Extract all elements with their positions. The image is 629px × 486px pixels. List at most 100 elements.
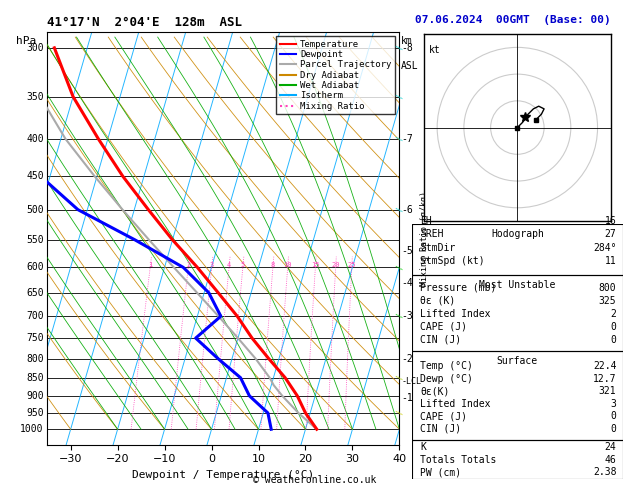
Text: 12.7: 12.7 [593,374,616,384]
Text: -2: -2 [401,353,413,364]
Text: 700: 700 [26,311,43,321]
Text: Pressure (mb): Pressure (mb) [420,387,502,397]
Text: Most Unstable: Most Unstable [479,279,555,290]
Text: © weatheronline.co.uk: © weatheronline.co.uk [253,474,376,485]
Text: 46: 46 [604,454,616,465]
Text: θε(K): θε(K) [420,321,452,330]
Text: 321: 321 [599,386,616,396]
Text: 800: 800 [26,353,43,364]
Text: 3: 3 [210,262,214,268]
Text: 450: 450 [26,171,43,181]
Text: CIN (J): CIN (J) [420,364,464,374]
Text: 325: 325 [599,295,616,306]
Text: 650: 650 [26,288,43,298]
Text: CIN (J): CIN (J) [420,335,462,345]
Text: -7: -7 [401,134,413,144]
Text: 600: 600 [26,262,43,273]
Text: 300: 300 [26,43,43,53]
Text: 27: 27 [604,229,616,240]
Text: 46: 46 [602,249,615,259]
Text: K: K [420,442,426,452]
Text: -LCL: -LCL [401,377,421,386]
Text: hPa: hPa [16,36,36,46]
Text: km: km [401,36,413,46]
Text: CAPE (J): CAPE (J) [420,322,467,331]
Text: PW (cm): PW (cm) [420,263,464,274]
Text: 24: 24 [604,442,616,452]
Text: 2: 2 [186,262,191,268]
Text: Surface: Surface [496,276,539,286]
Text: \: \ [395,312,404,320]
Text: EH: EH [420,216,432,226]
Text: 325: 325 [596,401,615,411]
Text: 800: 800 [599,282,616,293]
Text: Totals Totals: Totals Totals [420,454,497,465]
X-axis label: Dewpoint / Temperature (°C): Dewpoint / Temperature (°C) [132,470,314,480]
Text: 2: 2 [608,416,615,426]
Text: 800: 800 [596,387,615,397]
Text: 500: 500 [26,205,43,215]
Text: θε (K): θε (K) [420,401,458,411]
Text: Lifted Index: Lifted Index [420,416,496,426]
Text: 850: 850 [26,373,43,383]
Text: CIN (J): CIN (J) [420,424,462,434]
Text: CAPE (J): CAPE (J) [420,411,467,421]
Text: 1: 1 [148,262,153,268]
Text: Lifted Index: Lifted Index [420,309,491,319]
Text: Temp (°C): Temp (°C) [420,292,477,301]
Text: Lifted Index: Lifted Index [420,399,491,409]
Text: -6: -6 [401,205,413,215]
Text: 07.06.2024  00GMT  (Base: 00): 07.06.2024 00GMT (Base: 00) [415,15,611,25]
Text: 0: 0 [608,351,615,361]
Text: Dewp (°C): Dewp (°C) [420,374,473,384]
Text: θε (K): θε (K) [420,295,455,306]
Text: 0: 0 [611,322,616,331]
Text: 0: 0 [611,411,616,421]
Text: 350: 350 [26,92,43,102]
Text: 20: 20 [331,262,340,268]
Text: 2.38: 2.38 [589,263,615,274]
Text: Hodograph: Hodograph [491,228,544,239]
Text: -3: -3 [401,311,413,321]
Text: 16: 16 [604,216,616,226]
Text: CIN (J): CIN (J) [420,445,464,455]
Text: \: \ [395,409,404,417]
Text: 24: 24 [602,234,615,244]
Text: StmSpd (kt): StmSpd (kt) [420,256,485,266]
Text: 1000: 1000 [20,424,43,434]
Text: 12.7: 12.7 [589,306,615,316]
Text: Totals Totals: Totals Totals [420,249,502,259]
Text: 0: 0 [608,445,615,455]
Text: \: \ [395,92,404,101]
Text: 10: 10 [284,262,292,268]
Text: 0: 0 [608,364,615,374]
Text: 22.4: 22.4 [589,292,615,301]
Text: 0: 0 [611,335,616,345]
Text: 15: 15 [311,262,320,268]
Text: 900: 900 [26,391,43,401]
Text: 3: 3 [611,399,616,409]
Text: 550: 550 [26,235,43,245]
Text: StmDir: StmDir [420,243,455,253]
Text: 5: 5 [241,262,245,268]
Text: 0: 0 [608,431,615,440]
Text: Temp (°C): Temp (°C) [420,361,473,371]
Text: 750: 750 [26,333,43,343]
Text: Lifted Index: Lifted Index [420,336,496,346]
Text: \: \ [395,135,404,143]
Text: 11: 11 [604,256,616,266]
Text: 8: 8 [271,262,276,268]
Text: 321: 321 [596,321,615,330]
Text: -5: -5 [401,246,413,256]
Text: SREH: SREH [420,229,444,240]
Text: 400: 400 [26,134,43,144]
Text: CAPE (J): CAPE (J) [420,351,470,361]
Text: -8: -8 [401,43,413,53]
Text: Dewp (°C): Dewp (°C) [420,306,477,316]
Text: 284°: 284° [593,243,616,253]
Text: -1: -1 [401,393,413,402]
Text: 2.38: 2.38 [593,467,616,477]
Text: 950: 950 [26,408,43,418]
Text: θε(K): θε(K) [420,386,450,396]
Legend: Temperature, Dewpoint, Parcel Trajectory, Dry Adiabat, Wet Adiabat, Isotherm, Mi: Temperature, Dewpoint, Parcel Trajectory… [276,36,395,114]
